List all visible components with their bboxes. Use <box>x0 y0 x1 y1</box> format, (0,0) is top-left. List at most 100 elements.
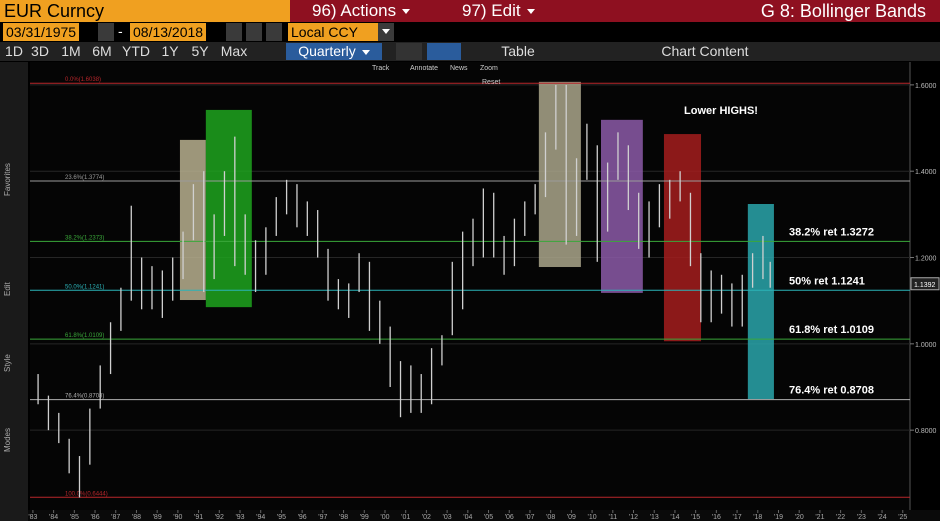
period-button[interactable]: YTD <box>122 43 150 59</box>
end-date[interactable]: 08/13/2018 <box>130 23 207 41</box>
x-tick-label: '89 <box>153 514 162 521</box>
chart-tool[interactable]: Track <box>372 65 390 72</box>
fib-label: 38.2%(1.2373) <box>65 235 104 241</box>
start-date[interactable]: 03/31/1975 <box>3 23 80 41</box>
x-tick-label: '90 <box>173 514 182 521</box>
x-tick-label: '09 <box>567 514 576 521</box>
fib-label: 23.6%(1.3774) <box>65 175 104 181</box>
x-tick-label: '13 <box>650 514 659 521</box>
y-tick-label: 1.6000 <box>915 83 937 90</box>
x-tick-label: '20 <box>795 514 804 521</box>
period-button[interactable]: 3D <box>31 43 49 59</box>
x-tick-label: '99 <box>360 514 369 521</box>
currency-dropdown[interactable] <box>378 23 394 41</box>
retracement-note: 76.4% ret 0.8708 <box>789 385 874 397</box>
y-tick-label: 1.2000 <box>915 256 937 263</box>
x-tick-label: '98 <box>339 514 348 521</box>
period-button[interactable]: 1Y <box>161 43 179 59</box>
x-tick-label: '15 <box>691 514 700 521</box>
chart-tool[interactable]: Reset <box>482 79 501 86</box>
edit-label: 97) Edit <box>462 1 521 20</box>
fib-label: 0.0%(1.6038) <box>65 77 101 83</box>
callout: Lower HIGHS! <box>684 105 758 117</box>
fib-label: 76.4%(0.8708) <box>65 394 104 400</box>
fib-label: 61.8%(1.0109) <box>65 333 104 339</box>
x-tick-label: '83 <box>28 514 37 521</box>
prev-button[interactable] <box>246 23 262 41</box>
calendar-button[interactable] <box>226 23 242 41</box>
x-tick-label: '03 <box>443 514 452 521</box>
table-button[interactable]: Table <box>501 43 535 59</box>
x-tick-label: '87 <box>111 514 120 521</box>
x-tick-label: '14 <box>670 514 679 521</box>
x-tick-label: '00 <box>380 514 389 521</box>
period-button[interactable]: Max <box>220 43 248 59</box>
period-button[interactable]: 6M <box>92 43 112 59</box>
frequency-dropdown[interactable]: Quarterly <box>286 43 382 60</box>
retracement-note: 61.8% ret 1.0109 <box>789 324 874 336</box>
chart-content-button[interactable]: Chart Content <box>661 43 749 59</box>
x-tick-label: '84 <box>49 514 58 521</box>
x-tick-label: '23 <box>857 514 866 521</box>
next-button[interactable] <box>266 23 282 41</box>
period-button[interactable]: 1D <box>5 43 23 59</box>
highlight-box <box>747 203 774 400</box>
y-tick-label: 0.8000 <box>915 428 937 435</box>
chart-tool[interactable]: Zoom <box>480 65 498 72</box>
x-tick-label: '06 <box>505 514 514 521</box>
last-price-tag <box>910 277 940 291</box>
x-tick-label: '96 <box>298 514 307 521</box>
date-dash: - <box>118 23 123 39</box>
line-style-button[interactable] <box>396 43 422 60</box>
highlight-box <box>205 109 252 308</box>
x-tick-label: '01 <box>401 514 410 521</box>
x-tick-label: '08 <box>546 514 555 521</box>
period-button[interactable]: 5Y <box>191 43 209 59</box>
edit-menu[interactable]: 97) Edit <box>462 0 535 22</box>
side-label: Edit <box>3 282 12 296</box>
x-tick-label: '17 <box>733 514 742 521</box>
calendar-button[interactable] <box>98 23 114 41</box>
x-tick-label: '88 <box>132 514 141 521</box>
x-tick-label: '07 <box>525 514 534 521</box>
security-field[interactable]: EUR Curncy <box>0 0 290 22</box>
side-label: Style <box>3 354 12 372</box>
chart-tool[interactable]: Annotate <box>410 65 439 72</box>
x-tick-label: '16 <box>712 514 721 521</box>
x-tick-label: '19 <box>774 514 783 521</box>
retracement-note: 50% ret 1.1241 <box>789 275 865 287</box>
period-button[interactable]: 1M <box>61 43 81 59</box>
x-tick-label: '92 <box>215 514 224 521</box>
bar-style-button[interactable] <box>427 43 461 60</box>
x-axis-band <box>28 510 940 521</box>
side-label: Favorites <box>3 163 12 196</box>
y-tick-label: 1.4000 <box>915 169 937 176</box>
frequency-label: Quarterly <box>298 43 356 59</box>
y-tick-label: 1.0000 <box>915 342 937 349</box>
currency-field[interactable]: Local CCY <box>288 23 378 41</box>
x-tick-label: '22 <box>836 514 845 521</box>
x-tick-label: '85 <box>70 514 79 521</box>
last-price-label: 1.1392 <box>914 282 936 289</box>
x-tick-label: '93 <box>235 514 244 521</box>
fib-label: 50.0%(1.1241) <box>65 284 104 290</box>
retracement-note: 38.2% ret 1.3272 <box>789 226 874 238</box>
toolbar <box>0 42 940 61</box>
side-label: Modes <box>3 427 12 452</box>
x-tick-label: '95 <box>277 514 286 521</box>
function-title: G 8: Bollinger Bands <box>760 1 926 21</box>
actions-label: 96) Actions <box>312 1 397 20</box>
x-tick-label: '97 <box>318 514 327 521</box>
chart-tool[interactable]: News <box>450 65 468 72</box>
x-tick-label: '02 <box>422 514 431 521</box>
x-tick-label: '12 <box>629 514 638 521</box>
actions-menu[interactable]: 96) Actions <box>312 0 411 22</box>
x-tick-label: '94 <box>256 514 265 521</box>
x-tick-label: '91 <box>194 514 203 521</box>
x-tick-label: '86 <box>90 514 99 521</box>
side-toolbar <box>0 62 28 521</box>
fib-label: 100.0%(0.6444) <box>65 491 108 497</box>
x-tick-label: '05 <box>484 514 493 521</box>
